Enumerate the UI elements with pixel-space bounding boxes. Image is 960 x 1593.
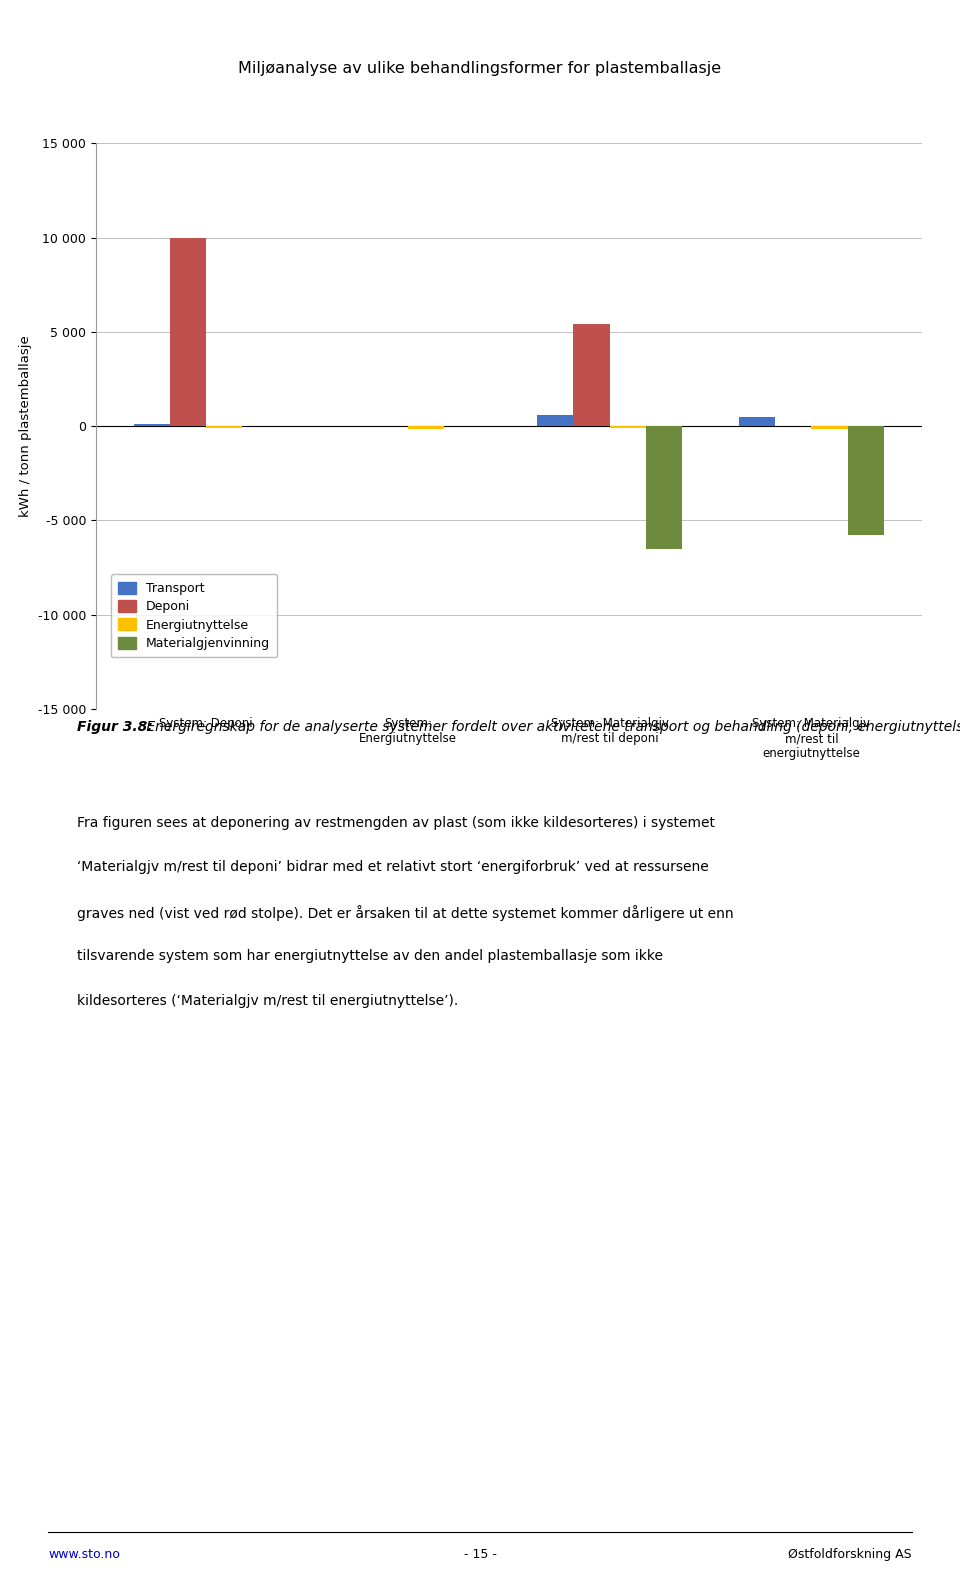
Bar: [206, 425, 243, 429]
Text: Figur 3.8:: Figur 3.8:: [77, 720, 153, 734]
Text: www.sto.no: www.sto.no: [48, 1548, 120, 1561]
Legend: Transport, Deponi, Energiutnyttelse, Materialgjenvinning: Transport, Deponi, Energiutnyttelse, Mat…: [110, 575, 277, 658]
Bar: [133, 424, 170, 425]
Bar: [848, 425, 884, 535]
Text: - 15 -: - 15 -: [464, 1548, 496, 1561]
Text: graves ned (vist ved rød stolpe). Det er årsaken til at dette systemet kommer då: graves ned (vist ved rød stolpe). Det er…: [77, 905, 733, 921]
Bar: [646, 425, 683, 548]
Bar: [537, 414, 573, 425]
Bar: [573, 325, 610, 425]
Y-axis label: kWh / tonn plastemballasje: kWh / tonn plastemballasje: [19, 335, 33, 518]
Text: Østfoldforskning AS: Østfoldforskning AS: [788, 1548, 912, 1561]
Text: Energiregnskap for de analyserte systemer fordelt over aktivitetene transport og: Energiregnskap for de analyserte systeme…: [142, 720, 960, 734]
Text: ‘Materialgjv m/rest til deponi’ bidrar med et relativt stort ‘energiforbruk’ ved: ‘Materialgjv m/rest til deponi’ bidrar m…: [77, 860, 708, 875]
Text: tilsvarende system som har energiutnyttelse av den andel plastemballasje som ikk: tilsvarende system som har energiutnytte…: [77, 949, 662, 964]
Bar: [610, 425, 646, 429]
Bar: [739, 417, 775, 425]
Text: Miljøanalyse av ulike behandlingsformer for plastemballasje: Miljøanalyse av ulike behandlingsformer …: [238, 61, 722, 75]
Bar: [170, 237, 206, 425]
Bar: [811, 425, 848, 429]
Text: Fra figuren sees at deponering av restmengden av plast (som ikke kildesorteres) : Fra figuren sees at deponering av restme…: [77, 816, 715, 830]
Bar: [408, 425, 444, 429]
Text: kildesorteres (‘Materialgjv m/rest til energiutnyttelse’).: kildesorteres (‘Materialgjv m/rest til e…: [77, 994, 458, 1008]
